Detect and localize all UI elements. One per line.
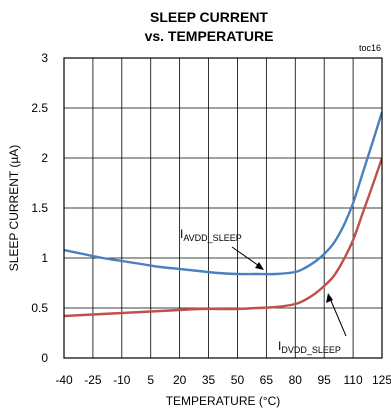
leader-avdd-sleep — [231, 246, 263, 269]
x-tick-label-1: -25 — [84, 373, 102, 387]
x-tick-label-4: 20 — [173, 373, 187, 387]
plot-frame — [63, 57, 383, 359]
arrowhead-dvdd-sleep — [326, 293, 333, 303]
x-tick-label-9: 95 — [318, 373, 332, 387]
x-tick-label-2: -10 — [113, 373, 131, 387]
y-tick-label-0: 0 — [41, 351, 48, 365]
arrowhead-avdd-sleep — [255, 262, 264, 270]
label-dvdd-sleep: IDVDD_SLEEP — [278, 339, 341, 355]
label-avdd-sleep: IAVDD_SLEEP — [180, 227, 242, 243]
x-tick-label-0: -40 — [55, 373, 73, 387]
x-tick-label-7: 65 — [260, 373, 274, 387]
x-axis-label: TEMPERATURE (°C) — [166, 394, 281, 408]
x-tick-label-3: 5 — [147, 373, 154, 387]
y-tick-label-5: 2.5 — [31, 101, 48, 115]
x-tick-label-11: 125 — [372, 373, 391, 387]
chart-tag: toc16 — [359, 43, 381, 53]
x-tick-label-6: 50 — [231, 373, 245, 387]
x-tick-label-5: 35 — [202, 373, 216, 387]
y-tick-label-3: 1.5 — [31, 201, 48, 215]
leader-dvdd-sleep — [328, 295, 347, 337]
y-tick-label-6: 3 — [41, 51, 48, 65]
y-axis-label: SLEEP CURRENT (µA) — [7, 145, 21, 272]
x-tick-label-10: 110 — [344, 373, 363, 387]
x-tick-labels: -40 -25 -10 5 20 35 50 65 80 95 110 125 — [55, 373, 391, 387]
chart-title: SLEEP CURRENT — [150, 9, 268, 25]
series-layer — [64, 111, 382, 318]
y-tick-labels: 0 0.5 1 1.5 2 2.5 3 — [31, 51, 48, 365]
y-tick-label-2: 1 — [41, 251, 48, 265]
chart-subtitle: vs. TEMPERATURE — [145, 28, 274, 44]
x-tick-label-8: 80 — [289, 373, 303, 387]
series-line-avdd-sleep — [64, 111, 382, 276]
series-annotations: IAVDD_SLEEP IDVDD_SLEEP — [180, 227, 347, 355]
y-tick-label-1: 0.5 — [31, 301, 48, 315]
y-tick-label-4: 2 — [41, 151, 48, 165]
series-line-dvdd-sleep — [64, 157, 382, 318]
